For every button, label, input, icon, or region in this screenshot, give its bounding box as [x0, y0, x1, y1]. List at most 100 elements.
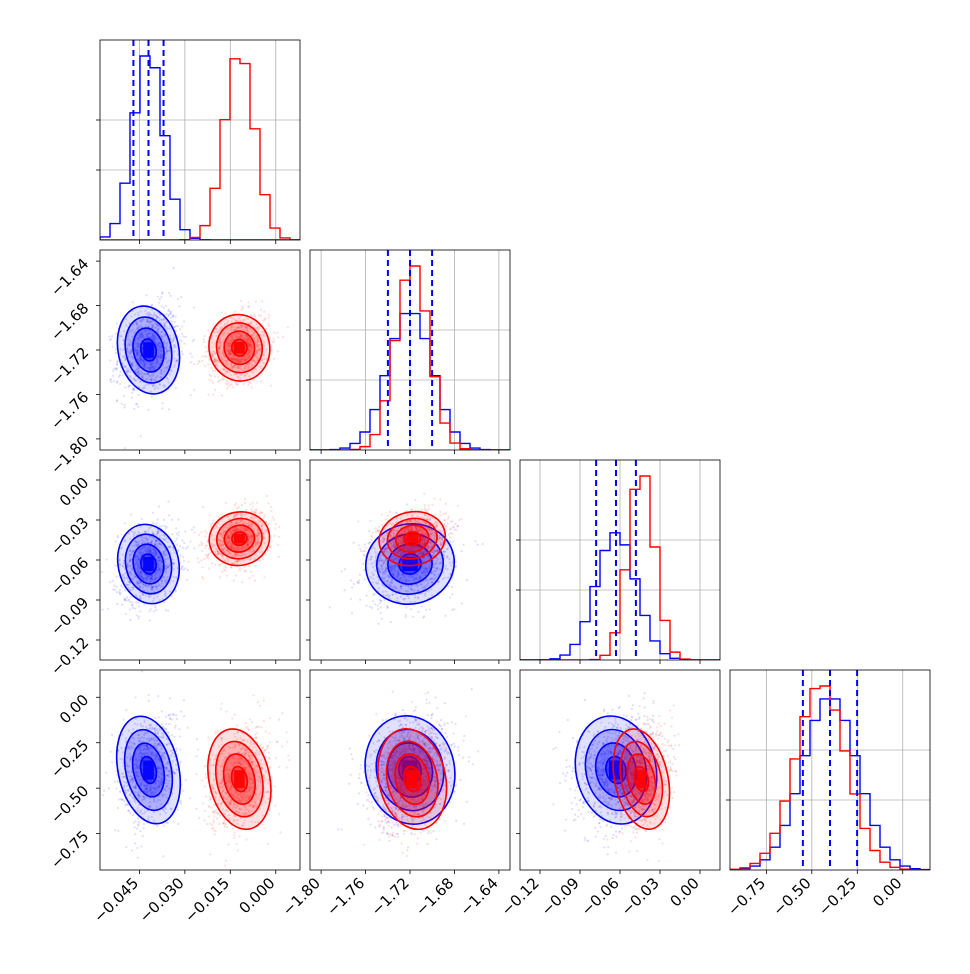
scatter-point — [167, 314, 169, 316]
scatter-point — [357, 520, 359, 522]
scatter-point — [254, 511, 256, 513]
scatter-point — [434, 513, 436, 515]
scatter-point — [109, 359, 111, 361]
scatter-point — [114, 333, 116, 335]
scatter-point — [234, 504, 236, 506]
scatter-point — [270, 540, 272, 542]
scatter-point — [124, 406, 126, 408]
scatter-point — [371, 607, 373, 609]
scatter-point — [211, 562, 213, 564]
scatter-point — [182, 335, 184, 337]
scatter-point — [423, 615, 425, 617]
scatter-point — [185, 547, 187, 549]
scatter-point — [343, 589, 345, 591]
scatter-point — [201, 543, 203, 545]
scatter-point — [367, 543, 369, 545]
scatter-point — [112, 370, 114, 372]
scatter-point — [260, 511, 262, 513]
scatter-point — [133, 388, 135, 390]
scatter-point — [112, 375, 114, 377]
scatter-point — [159, 526, 161, 528]
scatter-point — [121, 604, 123, 606]
scatter-point — [147, 409, 149, 411]
scatter-point — [181, 565, 183, 567]
scatter-point — [146, 294, 148, 296]
scatter-point — [211, 522, 213, 524]
scatter-point — [113, 584, 115, 586]
scatter-point — [241, 309, 243, 311]
scatter-point — [209, 514, 211, 516]
scatter-point — [114, 589, 116, 591]
scatter-point — [161, 305, 163, 307]
scatter-point — [272, 338, 274, 340]
scatter-point — [230, 567, 232, 569]
scatter-point — [124, 447, 126, 449]
scatter-point — [172, 267, 174, 269]
scatter-point — [475, 540, 477, 542]
scatter-point — [212, 393, 214, 395]
scatter-point — [124, 599, 126, 601]
scatter-point — [168, 408, 170, 410]
scatter-point — [183, 320, 185, 322]
scatter-point — [404, 616, 406, 618]
scatter-point — [101, 571, 103, 573]
scatter-point — [245, 509, 247, 511]
scatter-point — [184, 531, 186, 533]
scatter-point — [175, 527, 177, 529]
scatter-point — [191, 529, 193, 531]
scatter-point — [363, 578, 365, 580]
scatter-point — [120, 371, 122, 373]
scatter-point — [129, 608, 131, 610]
scatter-point — [183, 569, 185, 571]
scatter-point — [193, 363, 195, 365]
scatter-point — [270, 506, 272, 508]
scatter-point — [365, 605, 367, 607]
scatter-point — [214, 389, 216, 391]
scatter-point — [168, 292, 170, 294]
scatter-point — [208, 379, 210, 381]
scatter-point — [271, 349, 273, 351]
scatter-point — [379, 599, 381, 601]
scatter-point — [255, 509, 257, 511]
scatter-point — [463, 544, 465, 546]
scatter-point — [273, 358, 275, 360]
scatter-point — [205, 554, 207, 556]
scatter-point — [212, 520, 214, 522]
scatter-point — [116, 322, 118, 324]
scatter-point — [272, 517, 274, 519]
scatter-point — [244, 498, 246, 500]
scatter-point — [461, 550, 463, 552]
scatter-point — [124, 589, 126, 591]
scatter-point — [160, 296, 162, 298]
scatter-point — [214, 370, 216, 372]
scatter-point — [224, 312, 226, 314]
scatter-point — [225, 502, 227, 504]
scatter-point — [449, 536, 451, 538]
scatter-point — [267, 502, 269, 504]
scatter-point — [154, 606, 156, 608]
scatter-point — [174, 326, 176, 328]
scatter-point — [203, 341, 205, 343]
scatter-point — [481, 543, 483, 545]
scatter-point — [162, 291, 164, 293]
scatter-point — [241, 305, 243, 307]
scatter-point — [190, 361, 192, 363]
scatter-point — [248, 305, 250, 307]
scatter-point — [155, 609, 157, 611]
scatter-point — [221, 514, 223, 516]
scatter-point — [121, 403, 123, 405]
scatter-point — [234, 311, 236, 313]
scatter-point — [362, 563, 364, 565]
scatter-point — [187, 569, 189, 571]
scatter-point — [181, 351, 183, 353]
scatter-point — [193, 547, 195, 549]
panel-1-0 — [86, 267, 289, 449]
scatter-point — [124, 522, 126, 524]
scatter-point — [163, 519, 165, 521]
scatter-point — [428, 504, 430, 506]
scatter-point — [117, 360, 119, 362]
scatter-point — [116, 591, 118, 593]
scatter-point — [250, 386, 252, 388]
scatter-point — [110, 381, 112, 383]
